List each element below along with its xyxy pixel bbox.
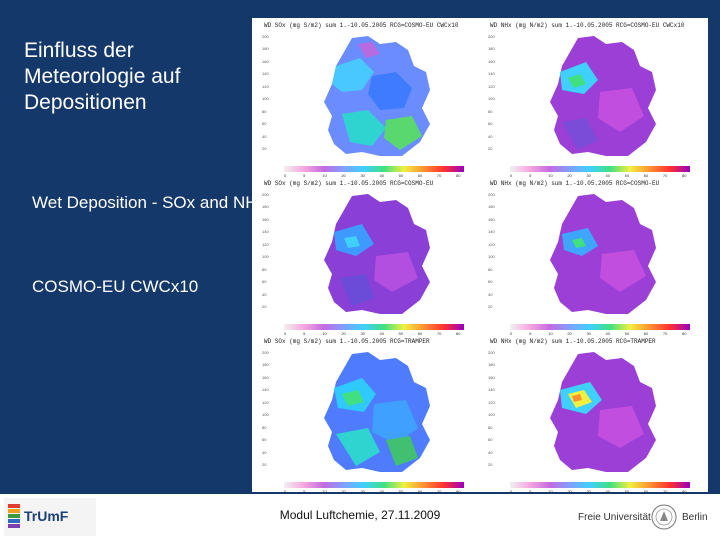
map-panel: WD SOx (mg S/m2) sum 1.-10.05.2005 RCG=C… xyxy=(256,20,480,178)
fu-logo-text-left: Freie Universität xyxy=(578,512,651,523)
trumf-logo-bars xyxy=(8,504,20,532)
y-tick-label: 100 xyxy=(488,96,495,101)
colorbar xyxy=(284,324,464,330)
colorbar xyxy=(284,166,464,172)
y-tick-label: 60 xyxy=(262,279,266,284)
y-tick-label: 60 xyxy=(488,121,492,126)
y-tick-label: 160 xyxy=(262,217,269,222)
panel-title: WD NHx (mg N/m2) sum 1.-10.05.2005 RCG=C… xyxy=(490,22,684,29)
y-tick-label: 180 xyxy=(262,204,269,209)
y-tick-label: 160 xyxy=(262,59,269,64)
y-tick-label: 80 xyxy=(262,267,266,272)
colorbar xyxy=(510,166,690,172)
y-tick-label: 40 xyxy=(262,450,266,455)
y-tick-label: 180 xyxy=(488,204,495,209)
y-tick-label: 180 xyxy=(488,46,495,51)
map-panel: WD SOx (mg S/m2) sum 1.-10.05.2005 RCG=T… xyxy=(256,336,480,494)
y-tick-label: 100 xyxy=(262,96,269,101)
y-tick-label: 80 xyxy=(488,109,492,114)
footer-course-date: Modul Luftchemie, 27.11.2009 xyxy=(250,508,470,522)
y-tick-label: 20 xyxy=(488,462,492,467)
y-tick-label: 20 xyxy=(262,146,266,151)
footer-bar: TrUmF Modul Luftchemie, 27.11.2009 Freie… xyxy=(0,494,720,540)
y-tick-label: 20 xyxy=(488,146,492,151)
panel-title: WD SOx (mg S/m2) sum 1.-10.05.2005 RCG=C… xyxy=(264,22,458,29)
y-tick-label: 80 xyxy=(488,267,492,272)
y-tick-label: 140 xyxy=(262,71,269,76)
slide-subtitle-model: COSMO-EU CWCx10 xyxy=(32,276,198,298)
y-tick-label: 120 xyxy=(488,242,495,247)
slide-subtitle-deposition: Wet Deposition - SOx and NHx xyxy=(32,192,266,214)
deposition-map-figure: WD SOx (mg S/m2) sum 1.-10.05.2005 RCG=C… xyxy=(252,18,708,492)
y-tick-label: 140 xyxy=(488,71,495,76)
slide-title: Einfluss der Meteorologie auf Deposition… xyxy=(24,38,244,116)
y-tick-label: 120 xyxy=(262,400,269,405)
germany-map-nhx xyxy=(502,32,698,162)
y-tick-label: 60 xyxy=(488,437,492,442)
y-tick-label: 100 xyxy=(488,254,495,259)
germany-map-sox xyxy=(276,190,472,320)
fu-seal-icon xyxy=(650,503,678,531)
y-tick-label: 160 xyxy=(488,59,495,64)
y-tick-label: 160 xyxy=(488,375,495,380)
map-panel: WD NHx (mg N/m2) sum 1.-10.05.2005 RCG=C… xyxy=(482,178,706,336)
y-tick-label: 200 xyxy=(488,34,495,39)
germany-map-sox xyxy=(276,348,472,478)
y-tick-label: 140 xyxy=(262,229,269,234)
fu-logo-text-right: Berlin xyxy=(682,512,708,523)
y-tick-label: 160 xyxy=(262,375,269,380)
y-tick-label: 200 xyxy=(262,192,269,197)
map-panel: WD SOx (mg S/m2) sum 1.-10.05.2005 RCG=C… xyxy=(256,178,480,336)
trumf-logo: TrUmF xyxy=(4,498,96,536)
y-tick-label: 180 xyxy=(488,362,495,367)
germany-map-nhx xyxy=(502,348,698,478)
y-tick-label: 200 xyxy=(488,350,495,355)
trumf-logo-text: TrUmF xyxy=(24,508,68,524)
y-tick-label: 120 xyxy=(262,242,269,247)
y-tick-label: 200 xyxy=(262,350,269,355)
y-tick-label: 60 xyxy=(262,121,266,126)
y-tick-label: 60 xyxy=(262,437,266,442)
colorbar xyxy=(510,324,690,330)
fu-berlin-logo: Freie Universität Berlin xyxy=(578,500,714,534)
y-tick-label: 200 xyxy=(488,192,495,197)
panel-title: WD NHx (mg N/m2) sum 1.-10.05.2005 RCG=C… xyxy=(490,180,659,187)
y-tick-label: 80 xyxy=(262,109,266,114)
y-tick-label: 100 xyxy=(488,412,495,417)
y-tick-label: 140 xyxy=(262,387,269,392)
y-tick-label: 140 xyxy=(488,229,495,234)
y-tick-label: 80 xyxy=(262,425,266,430)
y-tick-label: 120 xyxy=(488,400,495,405)
colorbar xyxy=(510,482,690,488)
y-tick-label: 20 xyxy=(262,304,266,309)
map-panel: WD NHx (mg N/m2) sum 1.-10.05.2005 RCG=T… xyxy=(482,336,706,494)
colorbar xyxy=(284,482,464,488)
y-tick-label: 120 xyxy=(262,84,269,89)
y-tick-label: 80 xyxy=(488,425,492,430)
y-tick-label: 40 xyxy=(488,450,492,455)
y-tick-label: 100 xyxy=(262,412,269,417)
y-tick-label: 200 xyxy=(262,34,269,39)
y-tick-label: 180 xyxy=(262,46,269,51)
y-tick-label: 160 xyxy=(488,217,495,222)
y-tick-label: 60 xyxy=(488,279,492,284)
germany-map-nhx xyxy=(502,190,698,320)
panel-title: WD SOx (mg S/m2) sum 1.-10.05.2005 RCG=C… xyxy=(264,180,433,187)
y-tick-label: 40 xyxy=(488,292,492,297)
y-tick-label: 20 xyxy=(262,462,266,467)
y-tick-label: 40 xyxy=(488,134,492,139)
panel-title: WD NHx (mg N/m2) sum 1.-10.05.2005 RCG=T… xyxy=(490,338,656,345)
map-panel: WD NHx (mg N/m2) sum 1.-10.05.2005 RCG=C… xyxy=(482,20,706,178)
y-tick-label: 180 xyxy=(262,362,269,367)
germany-map-sox xyxy=(276,32,472,162)
panel-title: WD SOx (mg S/m2) sum 1.-10.05.2005 RCG=T… xyxy=(264,338,430,345)
y-tick-label: 40 xyxy=(262,292,266,297)
y-tick-label: 20 xyxy=(488,304,492,309)
y-tick-label: 140 xyxy=(488,387,495,392)
y-tick-label: 40 xyxy=(262,134,266,139)
y-tick-label: 100 xyxy=(262,254,269,259)
y-tick-label: 120 xyxy=(488,84,495,89)
